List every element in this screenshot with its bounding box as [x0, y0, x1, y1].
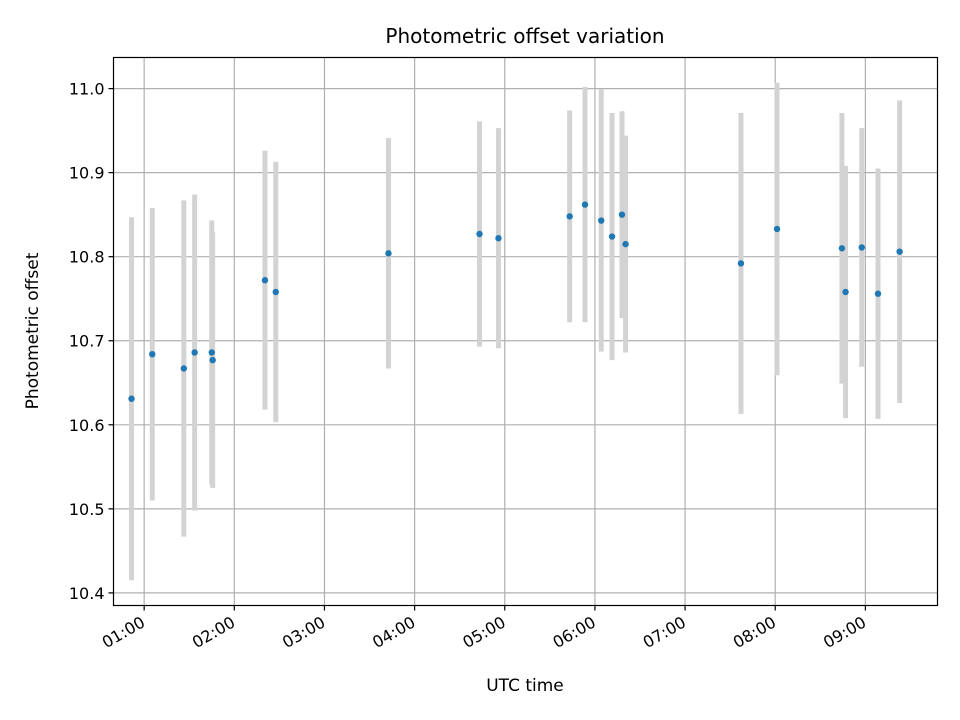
chart-title: Photometric offset variation — [385, 24, 664, 48]
data-point — [874, 290, 882, 297]
data-point — [208, 349, 215, 356]
data-point — [773, 225, 781, 233]
y-tick-label: 10.7 — [69, 332, 105, 351]
data-point — [598, 217, 605, 224]
data-point — [566, 213, 573, 220]
data-point — [608, 233, 616, 240]
data-point — [272, 288, 279, 296]
y-tick-label: 10.6 — [69, 416, 105, 435]
y-tick-label: 10.5 — [69, 500, 105, 519]
data-point — [737, 260, 745, 267]
data-point — [858, 244, 865, 251]
data-point — [495, 235, 502, 242]
data-point — [149, 350, 156, 358]
x-axis-label: UTC time — [486, 676, 564, 696]
data-point — [128, 395, 135, 402]
data-point — [896, 248, 903, 255]
data-point — [261, 277, 269, 284]
plot-frame — [112, 56, 939, 607]
y-tick-label: 11.0 — [69, 80, 105, 99]
y-axis: 10.4 10.5 10.6 10.7 10.8 10.9 11.0 — [69, 80, 114, 603]
data-point — [838, 245, 846, 252]
y-tick-label: 10.4 — [69, 584, 105, 603]
data-points — [128, 201, 903, 402]
y-axis-label: Photometric offset — [23, 252, 43, 409]
y-tick-label: 10.9 — [69, 164, 105, 183]
y-tick-label: 10.8 — [69, 248, 105, 267]
data-point — [209, 356, 216, 364]
data-point — [385, 250, 392, 257]
data-point — [581, 201, 589, 208]
data-point — [476, 230, 483, 238]
data-point — [622, 240, 629, 248]
data-point — [191, 349, 198, 356]
data-point — [618, 211, 626, 218]
data-point — [180, 365, 188, 372]
data-point — [842, 288, 849, 296]
